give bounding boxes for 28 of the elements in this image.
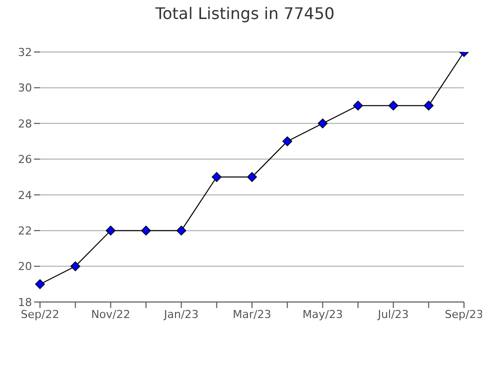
y-tick-label: 20: [18, 260, 32, 274]
point: [353, 100, 363, 110]
point: [176, 226, 186, 236]
y-tick-label: 24: [18, 188, 32, 202]
chart-title: Total Listings in 77450: [154, 4, 336, 23]
x-tick-label: Mar/23: [232, 308, 272, 321]
y-tick-label: 32: [18, 46, 32, 59]
point: [70, 261, 80, 272]
x-tick-label: Sep/23: [444, 308, 484, 321]
x-tick-label: Sep/22: [20, 308, 60, 321]
point: [35, 279, 45, 290]
x-tick-label: Nov/22: [91, 308, 130, 321]
point: [282, 136, 292, 146]
y-tick-label: 18: [18, 296, 32, 309]
point: [388, 100, 398, 110]
y-tick-label: 28: [18, 117, 32, 130]
point: [212, 172, 222, 182]
y-tick-label: 26: [18, 153, 32, 166]
y-tick-label: 22: [18, 224, 32, 238]
point: [424, 100, 434, 110]
y-tick-label: 30: [18, 82, 32, 95]
point: [106, 226, 116, 236]
x-tick-label: Jul/23: [376, 308, 409, 321]
point: [247, 172, 257, 182]
point: [318, 118, 328, 128]
x-tick-label: Jan/23: [162, 308, 199, 321]
point: [141, 226, 151, 236]
x-tick-label: May/23: [302, 308, 343, 321]
